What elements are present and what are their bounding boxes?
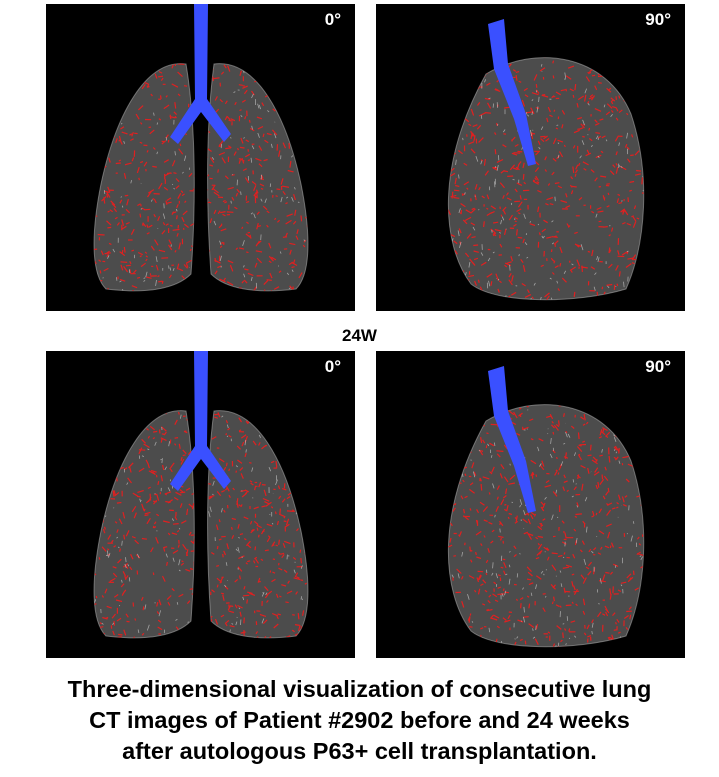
caption-line: CT images of Patient #2902 before and 24… [89,707,630,733]
pulmonary-vessels [448,57,644,300]
lung-render-frontal-baseline: 0° [46,4,355,311]
lung-lobe [447,57,645,301]
airway-trachea [488,366,536,513]
lung-texture [207,63,308,291]
lung-lobe [93,410,195,639]
pulmonary-vessels [207,63,308,291]
lung-lobe [207,63,309,292]
lung-frontal-image [93,4,309,292]
caption-line: after autologous P63+ cell transplantati… [122,738,597,764]
lung-group [447,19,645,301]
airway-trachea [170,351,231,491]
angle-label: 0° [324,357,341,376]
airway-trachea [170,4,231,144]
lung-group [93,351,309,639]
lung-group [93,4,309,292]
angle-label: 90° [645,357,671,376]
row-label: 24W [342,326,377,345]
vessel-network [207,63,308,291]
lung-lateral-image [447,19,645,301]
angle-label: 0° [324,10,341,29]
caption-line: Three-dimensional visualization of conse… [67,676,652,702]
figure-caption: Three-dimensional visualization of conse… [0,674,719,767]
angle-label: 90° [645,10,671,29]
lung-texture [448,404,644,647]
airway-trachea [488,19,536,166]
lung-render-frontal-24w: 0° [46,351,355,658]
lung-lobe [93,63,195,292]
lung-group [447,366,645,648]
pulmonary-vessels [94,410,195,638]
lung-lobe [447,404,645,648]
lung-frontal-image [93,351,309,639]
lung-texture [207,410,308,638]
lung-render-lateral-baseline: 90° [376,4,685,311]
lung-lateral-image [447,366,645,648]
lung-render-lateral-24w: 90° [376,351,685,658]
